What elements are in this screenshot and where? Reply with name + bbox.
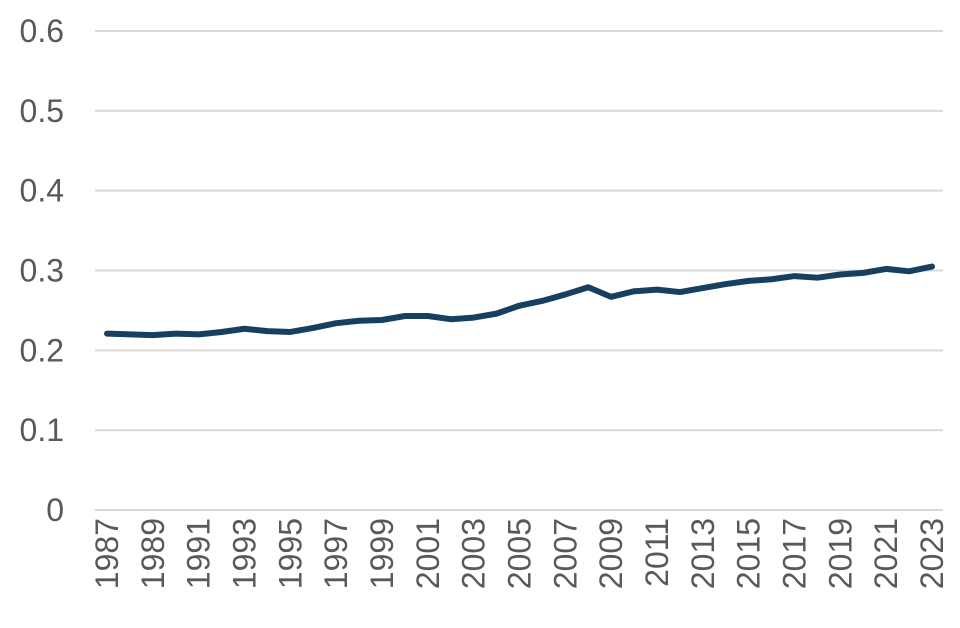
x-tick-label: 2023 — [914, 518, 950, 589]
y-tick-label: 0.5 — [20, 93, 64, 129]
grid-lines — [95, 30, 943, 511]
x-tick-label: 1999 — [364, 518, 400, 589]
x-tick-label: 1995 — [272, 518, 308, 589]
x-tick-label: 2021 — [868, 518, 904, 589]
x-tick-label: 2005 — [502, 518, 538, 589]
x-tick-label: 2015 — [731, 518, 767, 589]
x-tick-label: 2009 — [593, 518, 629, 589]
x-tick-label: 1997 — [318, 518, 354, 589]
y-tick-label: 0.2 — [20, 332, 64, 368]
x-tick-label: 2017 — [777, 518, 813, 589]
x-tick-label: 1991 — [181, 518, 217, 589]
x-tick-label: 2013 — [685, 518, 721, 589]
x-tick-label: 2011 — [639, 518, 675, 587]
x-tick-label: 2019 — [822, 518, 858, 589]
y-tick-label: 0.4 — [20, 173, 64, 209]
x-tick-label: 1993 — [227, 518, 263, 589]
y-tick-label: 0.1 — [20, 412, 64, 448]
y-tick-label: 0 — [46, 492, 64, 528]
y-tick-label: 0.6 — [20, 13, 64, 49]
x-axis-tick-labels: 1987 1989 1991 1993 1995 1997 1999 2001 2003 2005… — [89, 518, 950, 589]
x-tick-label: 1987 — [89, 518, 125, 589]
x-tick-label: 2007 — [547, 518, 583, 589]
x-tick-label: 1989 — [135, 518, 171, 589]
y-axis-tick-labels: 0 0.1 0.2 0.3 0.4 0.5 0.6 — [20, 13, 64, 528]
y-tick-label: 0.3 — [20, 253, 64, 289]
series-line-0 — [104, 263, 935, 339]
series-layer — [104, 263, 935, 339]
x-tick-label: 2003 — [456, 518, 492, 589]
x-tick-label: 2001 — [410, 518, 446, 589]
